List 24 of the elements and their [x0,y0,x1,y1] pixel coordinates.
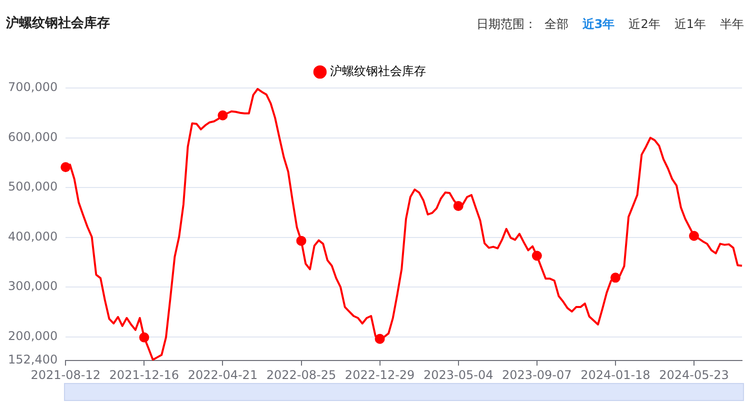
text: 半年 [720,16,744,33]
x-tick-label: 2022-12-29 [344,368,415,382]
legend-label: 沪螺纹钢社会库存 [330,64,426,78]
x-tick-label: 2024-05-23 [659,368,729,382]
text: 全部 [544,16,568,33]
x-tick-label: 2023-09-07 [502,368,572,382]
x-tick-label: 2022-08-25 [266,368,336,382]
chart-title: 沪螺纹钢社会库存 [6,14,110,32]
y-tick-label: 600,000 [8,130,58,144]
y-tick-label: 152,400 [8,352,58,367]
x-tick-label: 2021-12-16 [109,368,180,382]
x-tick-label: 2021-08-12 [30,368,100,382]
text: 近3年 [582,16,615,33]
y-tick-label: 500,000 [8,180,58,194]
x-tick-label: 2022-04-21 [188,368,258,382]
y-tick-label: 400,000 [8,229,58,244]
y-tick-label: 700,000 [8,80,58,94]
x-tick-label: 2024-01-18 [580,368,650,382]
x-tick-label: 2023-05-04 [423,368,494,382]
y-tick-label: 200,000 [8,329,58,344]
y-tick-label: 300,000 [8,279,58,294]
text: 近1年 [674,16,706,33]
text: 近2年 [628,16,660,33]
text: 日期范围： [476,16,536,33]
